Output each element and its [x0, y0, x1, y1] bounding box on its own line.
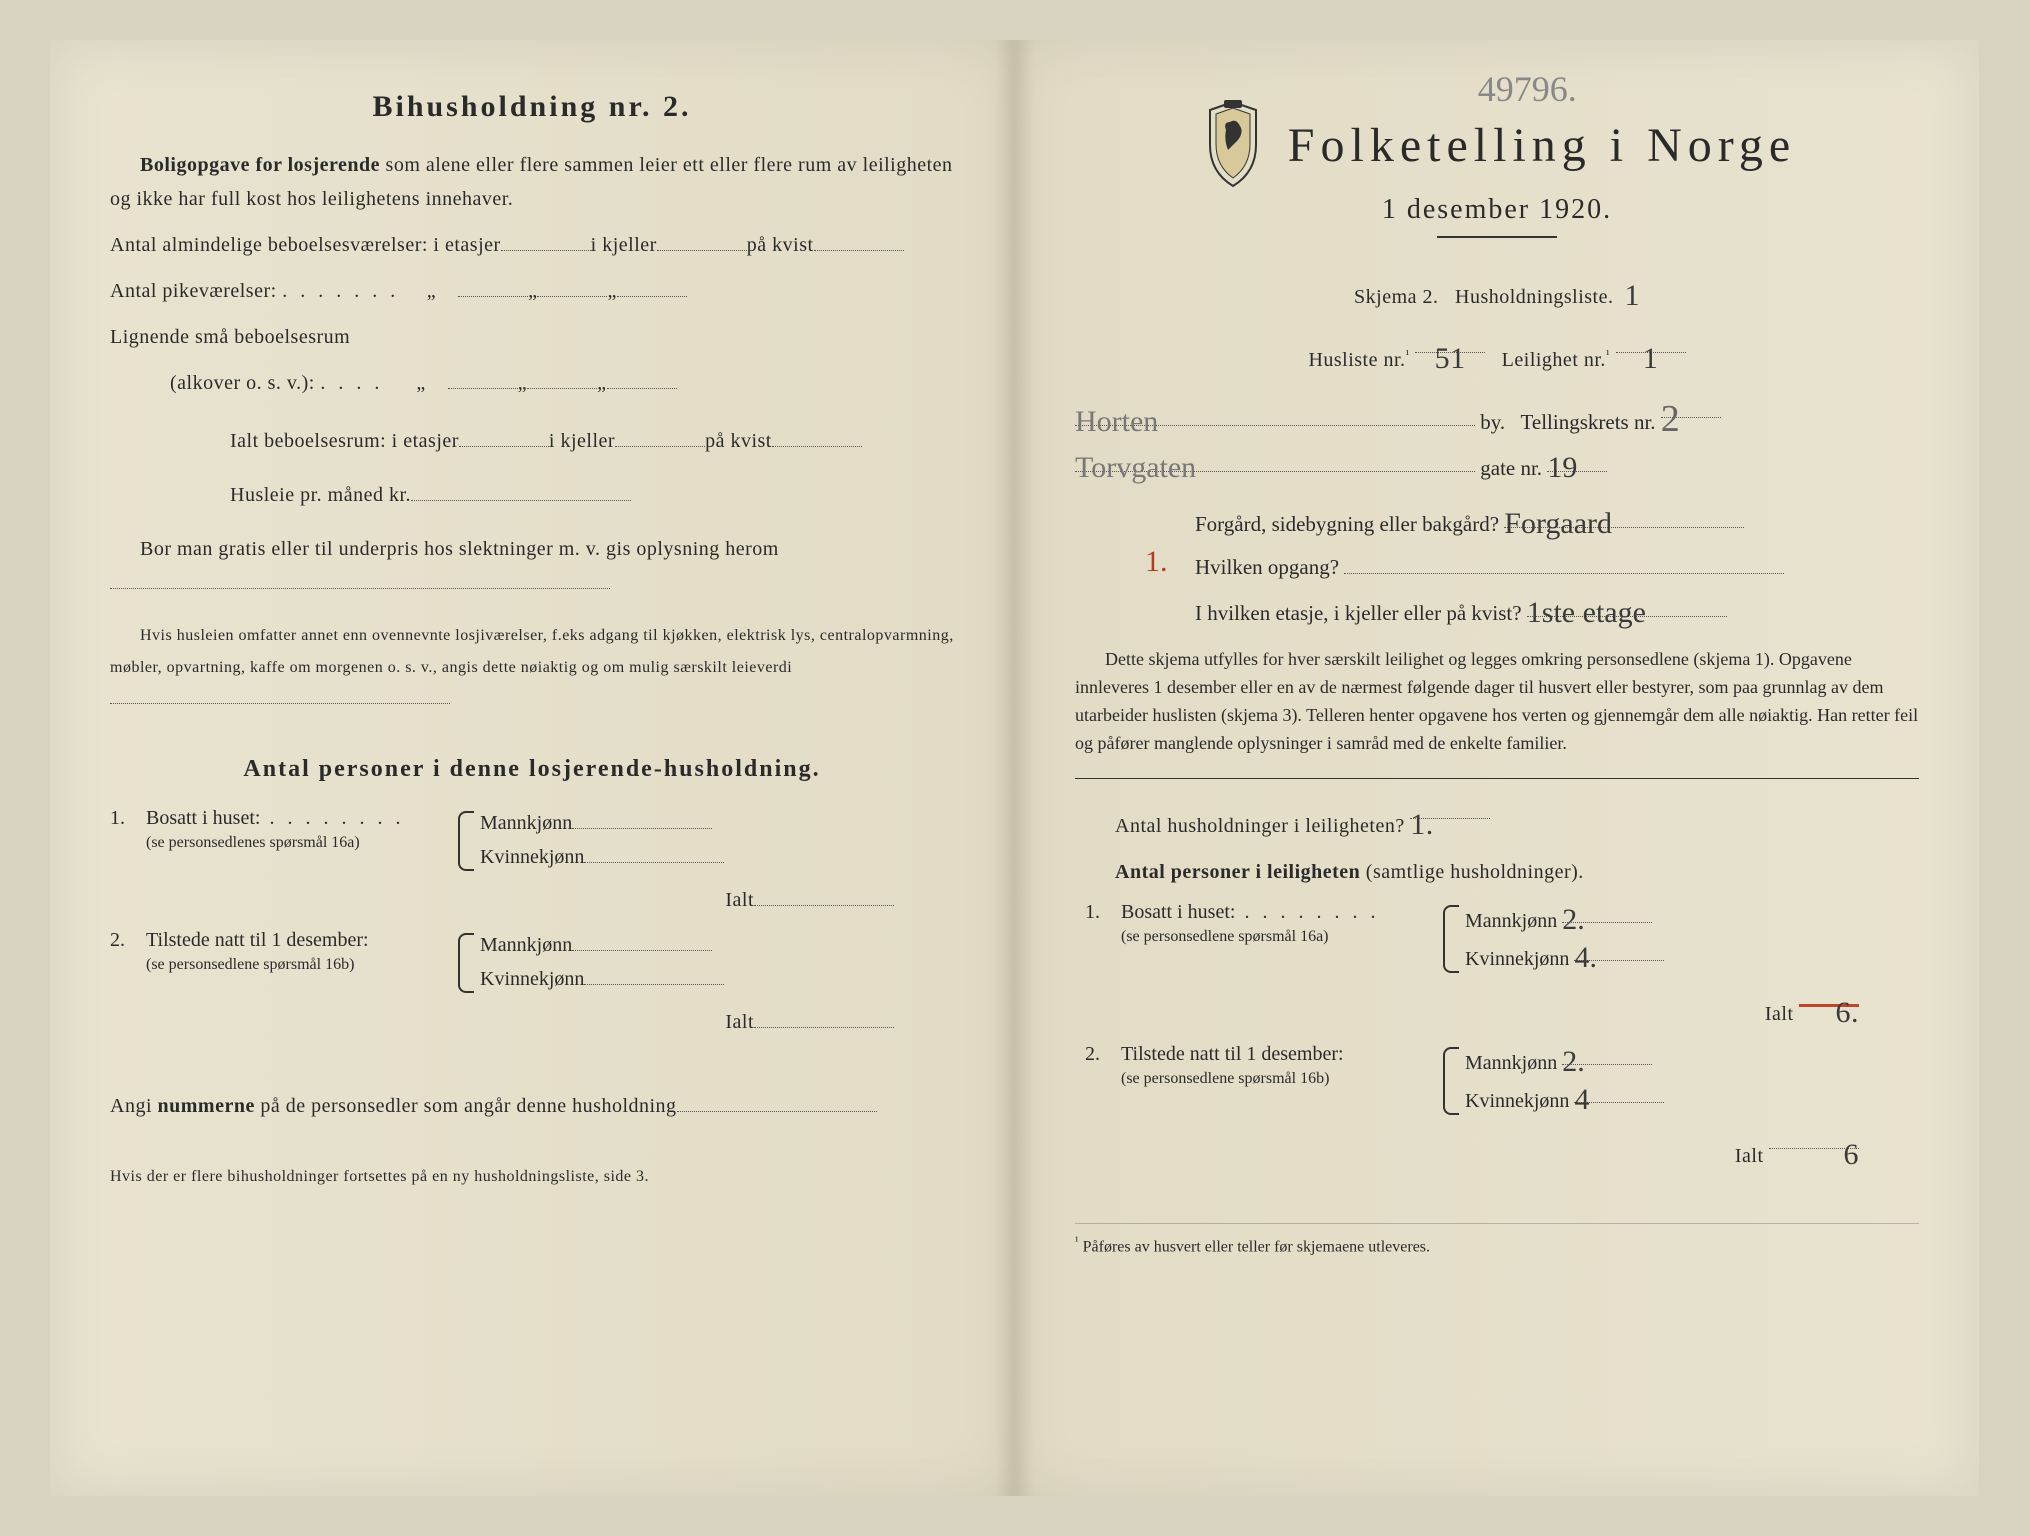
antal-hush-row: Antal husholdninger i leiligheten? 1.: [1075, 797, 1919, 843]
tellingskrets-field: 2: [1661, 395, 1721, 418]
subtitle: 1 desember 1920.: [1075, 194, 1919, 226]
line-hvis: Hvis husleien omfatter annet enn ovennev…: [110, 620, 954, 716]
blank: [607, 367, 677, 389]
blank: [448, 367, 518, 389]
blank: [110, 686, 450, 704]
blank: [110, 567, 610, 589]
leilighet-nr-field: 1: [1616, 331, 1686, 353]
left-ialt1: Ialt: [110, 883, 954, 917]
line-antal-alm: Antal almindelige beboelsesværelser: i e…: [110, 228, 954, 262]
blank: [754, 884, 894, 906]
hushliste-val: 1: [1624, 270, 1640, 321]
gate-field: Torvgaten: [1075, 449, 1475, 472]
blank: [459, 425, 549, 447]
antal-pers-row: Antal personer i leiligheten (samtlige h…: [1075, 855, 1919, 889]
crest-icon: [1198, 100, 1268, 190]
angi-line: Angi nummerne på de personsedler som ang…: [110, 1089, 954, 1123]
left-ialt2: Ialt: [110, 1005, 954, 1039]
item2-num: 2.: [110, 929, 146, 952]
gate-row: Torvgaten gate nr. 19: [1075, 449, 1919, 481]
mann-field-2: 2.: [1562, 1043, 1652, 1065]
item1-num: 1.: [110, 807, 146, 830]
ialt-field-2: 6: [1769, 1127, 1859, 1149]
left-item1: 1. Bosatt i huset: . . . . . . . . (se p…: [110, 807, 954, 875]
right-ialt1: Ialt 6.: [1075, 985, 1919, 1031]
title-row: Folketelling i Norge: [1075, 100, 1919, 190]
gate-nr-field: 19: [1547, 449, 1607, 472]
by-field: Horten: [1075, 403, 1475, 426]
divider: [1075, 778, 1919, 779]
blank: [527, 367, 597, 389]
line-pike: Antal pikeværelser: . . . . . . . „ „„: [110, 274, 954, 308]
right-footnote: ¹ Påføres av husvert eller teller før sk…: [1075, 1223, 1919, 1256]
mann-field-1: 2.: [1562, 901, 1652, 923]
intro-bold: Boligopgave for losjerende: [140, 154, 380, 176]
line-ialt-beboelse: Ialt beboelsesrum: i etasjeri kjellerpå …: [110, 424, 954, 458]
etasje-row: I hvilken etasje, i kjeller eller på kvi…: [1075, 594, 1919, 626]
blank: [458, 275, 528, 297]
section2-heading: Antal personer i denne losjerende-hushol…: [110, 756, 954, 783]
left-page: Bihusholdning nr. 2. Boligopgave for los…: [50, 40, 1015, 1496]
line-bor: Bor man gratis eller til underpris hos s…: [110, 532, 954, 600]
right-ialt2: Ialt 6: [1075, 1127, 1919, 1173]
line-lignende: Lignende små beboelsesrum: [110, 320, 954, 354]
antal-hush-field: 1.: [1410, 797, 1490, 819]
blank: [772, 425, 862, 447]
left-item2: 2. Tilstede natt til 1 desember: (se per…: [110, 929, 954, 997]
left-heading: Bihusholdning nr. 2.: [110, 90, 954, 124]
left-footer: Hvis der er flere bihusholdninger fortse…: [110, 1163, 954, 1190]
line-alkover: (alkover o. s. v.): . . . . „ „„: [110, 366, 954, 400]
blank: [584, 841, 724, 863]
main-title: Folketelling i Norge: [1288, 118, 1796, 173]
opgang-field: [1344, 551, 1784, 574]
document-spread: Bihusholdning nr. 2. Boligopgave for los…: [0, 0, 2029, 1536]
blank: [584, 963, 724, 985]
blank: [754, 1006, 894, 1028]
etasje-field: 1ste etage: [1527, 594, 1727, 617]
ialt-field-1: 6.: [1799, 985, 1859, 1007]
crest-svg: [1198, 100, 1268, 190]
kvinne-field-1: 4.: [1574, 939, 1664, 961]
blank: [677, 1090, 877, 1112]
brace-group: Mannkjønn 2. Kvinnekjønn 4.: [1443, 901, 1919, 977]
title-rule: [1437, 236, 1557, 238]
husliste-row: Husliste nr.¹ 51 Leilighet nr.¹ 1: [1075, 331, 1919, 377]
blank: [572, 807, 712, 829]
brace-group: Mannkjønn 2. Kvinnekjønn 4: [1443, 1043, 1919, 1119]
brace-group: Mannkjønn Kvinnekjønn: [458, 807, 954, 875]
blank: [411, 479, 631, 501]
opgang-row: 1. Hvilken opgang?: [1075, 551, 1919, 580]
blank: [615, 425, 705, 447]
red-mark-1: 1.: [1145, 545, 1168, 579]
blank: [537, 275, 607, 297]
right-page: 49796. Folketelling i Norge 1 desember 1…: [1015, 40, 1979, 1496]
blank: [501, 229, 591, 251]
right-item2: 2. Tilstede natt til 1 desember: (se per…: [1075, 1043, 1919, 1119]
forgaard-field: Forgaard: [1504, 505, 1744, 528]
instructions: Dette skjema utfylles for hver særskilt …: [1075, 646, 1919, 758]
blank: [657, 229, 747, 251]
pencil-number: 49796.: [1478, 68, 1577, 110]
blank: [572, 929, 712, 951]
right-item1: 1. Bosatt i huset: . . . . . . . . (se p…: [1075, 901, 1919, 977]
by-row: Horten by. Tellingskrets nr. 2: [1075, 395, 1919, 435]
husliste-nr-field: 51: [1415, 331, 1485, 353]
blank: [617, 275, 687, 297]
line-husleie: Husleie pr. måned kr.: [110, 478, 954, 512]
skjema-row: Skjema 2. Husholdningsliste. 1: [1075, 268, 1919, 319]
intro-para: Boligopgave for losjerende som alene ell…: [110, 148, 954, 216]
kvinne-field-2: 4: [1574, 1081, 1664, 1103]
blank: [814, 229, 904, 251]
brace-group: Mannkjønn Kvinnekjønn: [458, 929, 954, 997]
forgaard-row: Forgård, sidebygning eller bakgård? Forg…: [1075, 505, 1919, 537]
